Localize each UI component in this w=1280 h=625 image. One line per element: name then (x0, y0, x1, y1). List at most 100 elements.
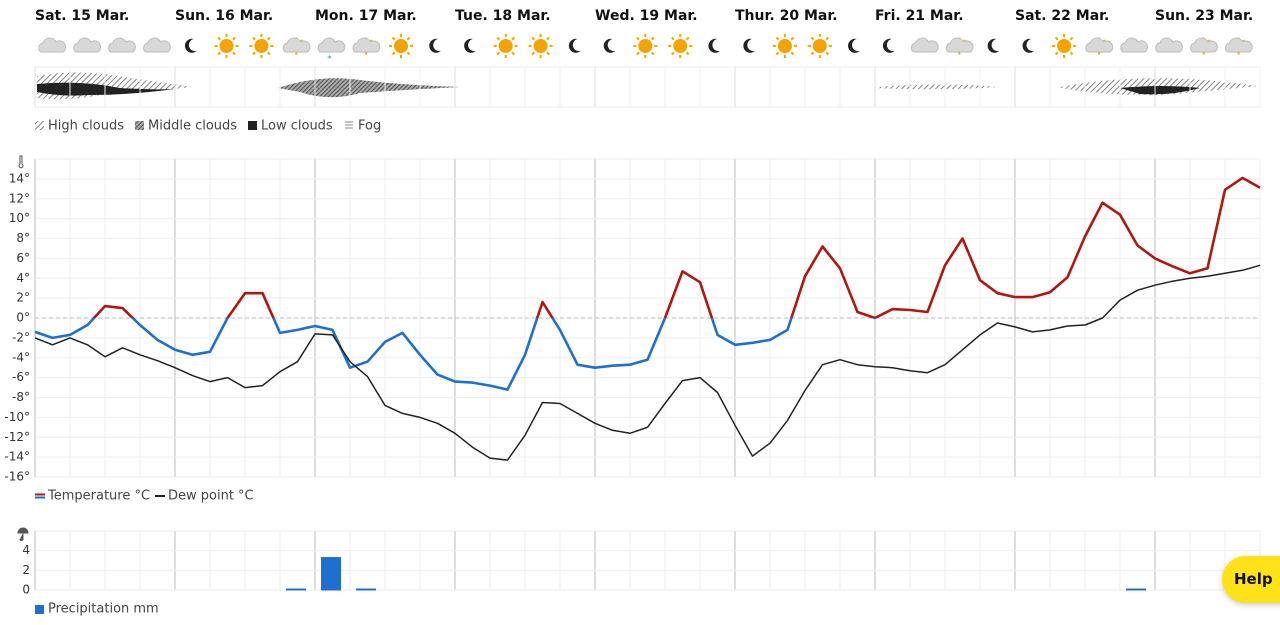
sun-ray (546, 51, 550, 56)
weather-icon (143, 37, 171, 53)
weather-icon (633, 34, 658, 58)
y-tick-label: 6° (16, 251, 30, 265)
cloud (1225, 37, 1253, 53)
weather-icon (249, 34, 274, 58)
bar (321, 557, 341, 591)
weather-icon (668, 34, 693, 58)
legend-swatch (135, 121, 144, 130)
legend-label: Dew point °C (168, 489, 254, 504)
y2-tick-label: 0 (22, 583, 30, 597)
sun-ray (267, 36, 271, 41)
sun-ray (790, 36, 795, 41)
series-line (34, 176, 1261, 391)
cloud (38, 37, 67, 53)
weather-icon (807, 34, 832, 58)
y-tick-label: 14° (9, 171, 30, 185)
sun-ray (1054, 51, 1059, 56)
cloud (73, 37, 101, 53)
sun-ray (671, 36, 675, 41)
weather-icon (848, 38, 860, 53)
sun-ray (391, 36, 396, 41)
weather-icon (108, 37, 136, 53)
weather-icon (987, 38, 1000, 53)
day-label: Sat. 22 Mar. (1015, 8, 1109, 24)
day-label: Mon. 17 Mar. (315, 8, 417, 24)
sun-ray (685, 36, 690, 41)
series-line (34, 264, 1261, 461)
y-tick-label: -6° (12, 370, 30, 384)
help-button[interactable]: Help (1222, 556, 1280, 603)
sun-ray (636, 36, 640, 41)
y-tick-label: 2° (16, 291, 30, 305)
sun (1057, 39, 1072, 53)
moon (882, 38, 895, 53)
sun-ray (825, 51, 829, 56)
low-clouds (1120, 86, 1200, 95)
moon (603, 38, 616, 53)
weather-icon (493, 34, 518, 58)
sun (777, 39, 792, 53)
thermometer-icon (18, 155, 24, 169)
cloud (143, 37, 171, 53)
day-label: Sun. 16 Mar. (175, 8, 273, 24)
sun-ray (496, 36, 501, 41)
cloud (282, 37, 311, 53)
sun (394, 39, 408, 53)
weather-icon (1085, 37, 1114, 55)
y-tick-label: 8° (16, 231, 30, 245)
legend-swatch (35, 121, 44, 130)
day-label: Sat. 15 Mar. (35, 8, 129, 24)
weather-icon (429, 38, 441, 53)
cloud (1120, 37, 1148, 53)
sun-ray (1069, 36, 1074, 41)
y-tick-label: -10° (4, 410, 30, 424)
cloud (1085, 37, 1114, 53)
day-label: Wed. 19 Mar. (595, 8, 698, 24)
bar (356, 588, 376, 591)
legend-label: Temperature °C (47, 489, 150, 504)
sun-ray (650, 36, 655, 41)
cloud (1155, 37, 1183, 53)
sun-ray (232, 36, 236, 41)
cloud (910, 37, 939, 53)
sun-ray (636, 51, 640, 56)
moon (464, 38, 476, 53)
sun-ray (650, 51, 655, 56)
weather-icon (282, 37, 311, 55)
y2-tick-label: 4 (22, 543, 30, 557)
sun-ray (406, 51, 411, 56)
legend-label: Fog (358, 119, 381, 134)
day-label: Tue. 18 Mar. (455, 8, 551, 24)
weather-icon (945, 37, 974, 55)
sun-ray (671, 51, 675, 56)
moon (848, 38, 860, 53)
sun (254, 39, 269, 53)
moon (743, 38, 755, 53)
sun-ray (406, 36, 411, 41)
bar (1126, 588, 1146, 591)
sun-ray (217, 36, 221, 41)
weather-icon (882, 38, 895, 53)
sun (533, 39, 548, 53)
legend-swatch (35, 605, 44, 614)
legend-swatch (345, 121, 353, 129)
moon (429, 38, 441, 53)
sun-ray (217, 51, 221, 56)
y-tick-label: -12° (4, 430, 30, 444)
sun-ray (775, 51, 780, 56)
y-tick-label: -2° (12, 330, 30, 344)
day-label: Fri. 21 Mar. (875, 8, 964, 24)
moon (708, 38, 721, 53)
weather-icon (1052, 34, 1077, 58)
weather-icon (1022, 38, 1035, 53)
sun-ray (685, 51, 690, 56)
moon (568, 38, 581, 53)
sun-ray (252, 36, 256, 41)
sun-ray (252, 51, 256, 56)
sun-ray (546, 36, 550, 41)
y-tick-label: 12° (9, 191, 30, 205)
sun (673, 39, 688, 53)
moon (1022, 38, 1035, 53)
middle-clouds (278, 78, 460, 98)
sun-ray (790, 51, 795, 56)
